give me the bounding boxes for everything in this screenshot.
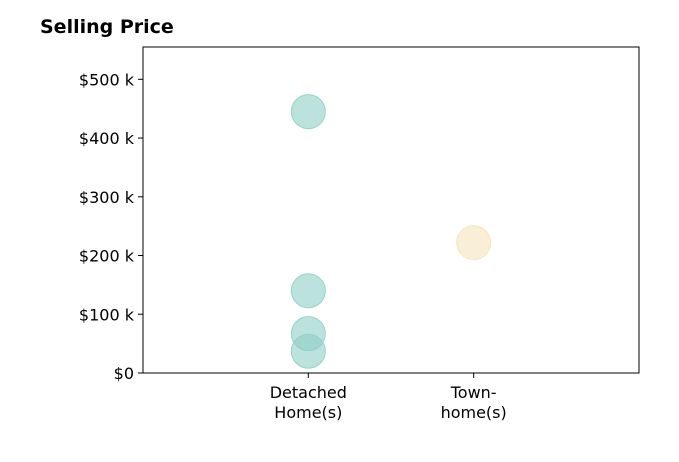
data-point — [290, 273, 326, 309]
y-tick-label: $500 k — [79, 70, 135, 89]
y-tick-label: $200 k — [79, 247, 135, 266]
x-tick-label: Home(s) — [274, 403, 342, 422]
x-tick-label: Detached — [270, 383, 347, 402]
data-point — [456, 225, 492, 261]
chart-title: Selling Price — [40, 16, 174, 38]
data-points — [290, 94, 492, 369]
x-tick-label: home(s) — [441, 403, 507, 422]
plot-area — [142, 46, 640, 374]
data-point — [290, 94, 326, 130]
data-point — [290, 333, 326, 369]
y-tick-label: $0 — [114, 364, 134, 383]
x-tick-label: Town- — [450, 383, 497, 402]
plot-border — [142, 46, 640, 374]
y-tick-label: $100 k — [79, 305, 135, 324]
y-axis: $0 $100 k $200 k $300 k $400 k $500 k — [79, 70, 143, 383]
y-tick-label: $400 k — [79, 129, 135, 148]
y-tick-label: $300 k — [79, 188, 135, 207]
